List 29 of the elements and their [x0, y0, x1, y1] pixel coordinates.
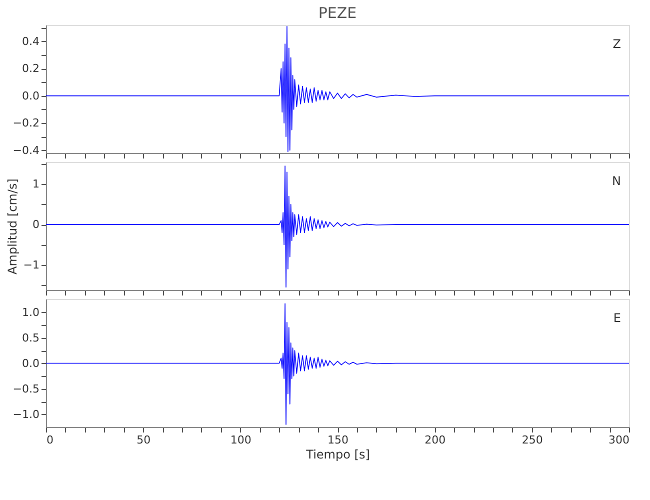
- y-axis-title: Amplitud [cm/s]: [5, 178, 20, 274]
- y-tick-label: −0.5: [12, 382, 40, 396]
- y-tick-label: 0: [32, 218, 40, 232]
- y-tick-label: 1.0: [22, 306, 40, 319]
- x-axis-title: Tiempo [s]: [305, 448, 370, 462]
- y-tick-label: 0.0: [22, 356, 40, 370]
- y-tick-label: 0.0: [22, 89, 40, 102]
- y-tick-label: 0.4: [22, 34, 40, 48]
- annotation: Z: [612, 37, 621, 51]
- y-tick-label: 1: [32, 178, 40, 191]
- y-tick-label: −0.4: [12, 144, 40, 157]
- annotation: E: [613, 311, 621, 325]
- x-tick-label: 150: [328, 434, 348, 446]
- line-series: [46, 303, 629, 425]
- y-tick-label: −1: [23, 258, 40, 272]
- y-tick-label: 0.2: [22, 62, 40, 76]
- x-tick-label: 200: [424, 434, 446, 446]
- y-tick-label: 0.5: [22, 331, 40, 344]
- y-tick-label: −0.2: [12, 116, 40, 130]
- x-tick-label: 300: [608, 434, 630, 446]
- x-tick-label: 100: [230, 434, 252, 446]
- chart-title: PEZE: [318, 4, 357, 22]
- x-tick-label: 50: [136, 434, 151, 446]
- line-series: [46, 166, 629, 288]
- x-tick-label: 250: [522, 434, 543, 446]
- annotation: N: [612, 174, 621, 188]
- y-tick-label: −1.0: [12, 408, 40, 421]
- x-tick-label: 0: [46, 434, 54, 446]
- line-series: [46, 26, 629, 152]
